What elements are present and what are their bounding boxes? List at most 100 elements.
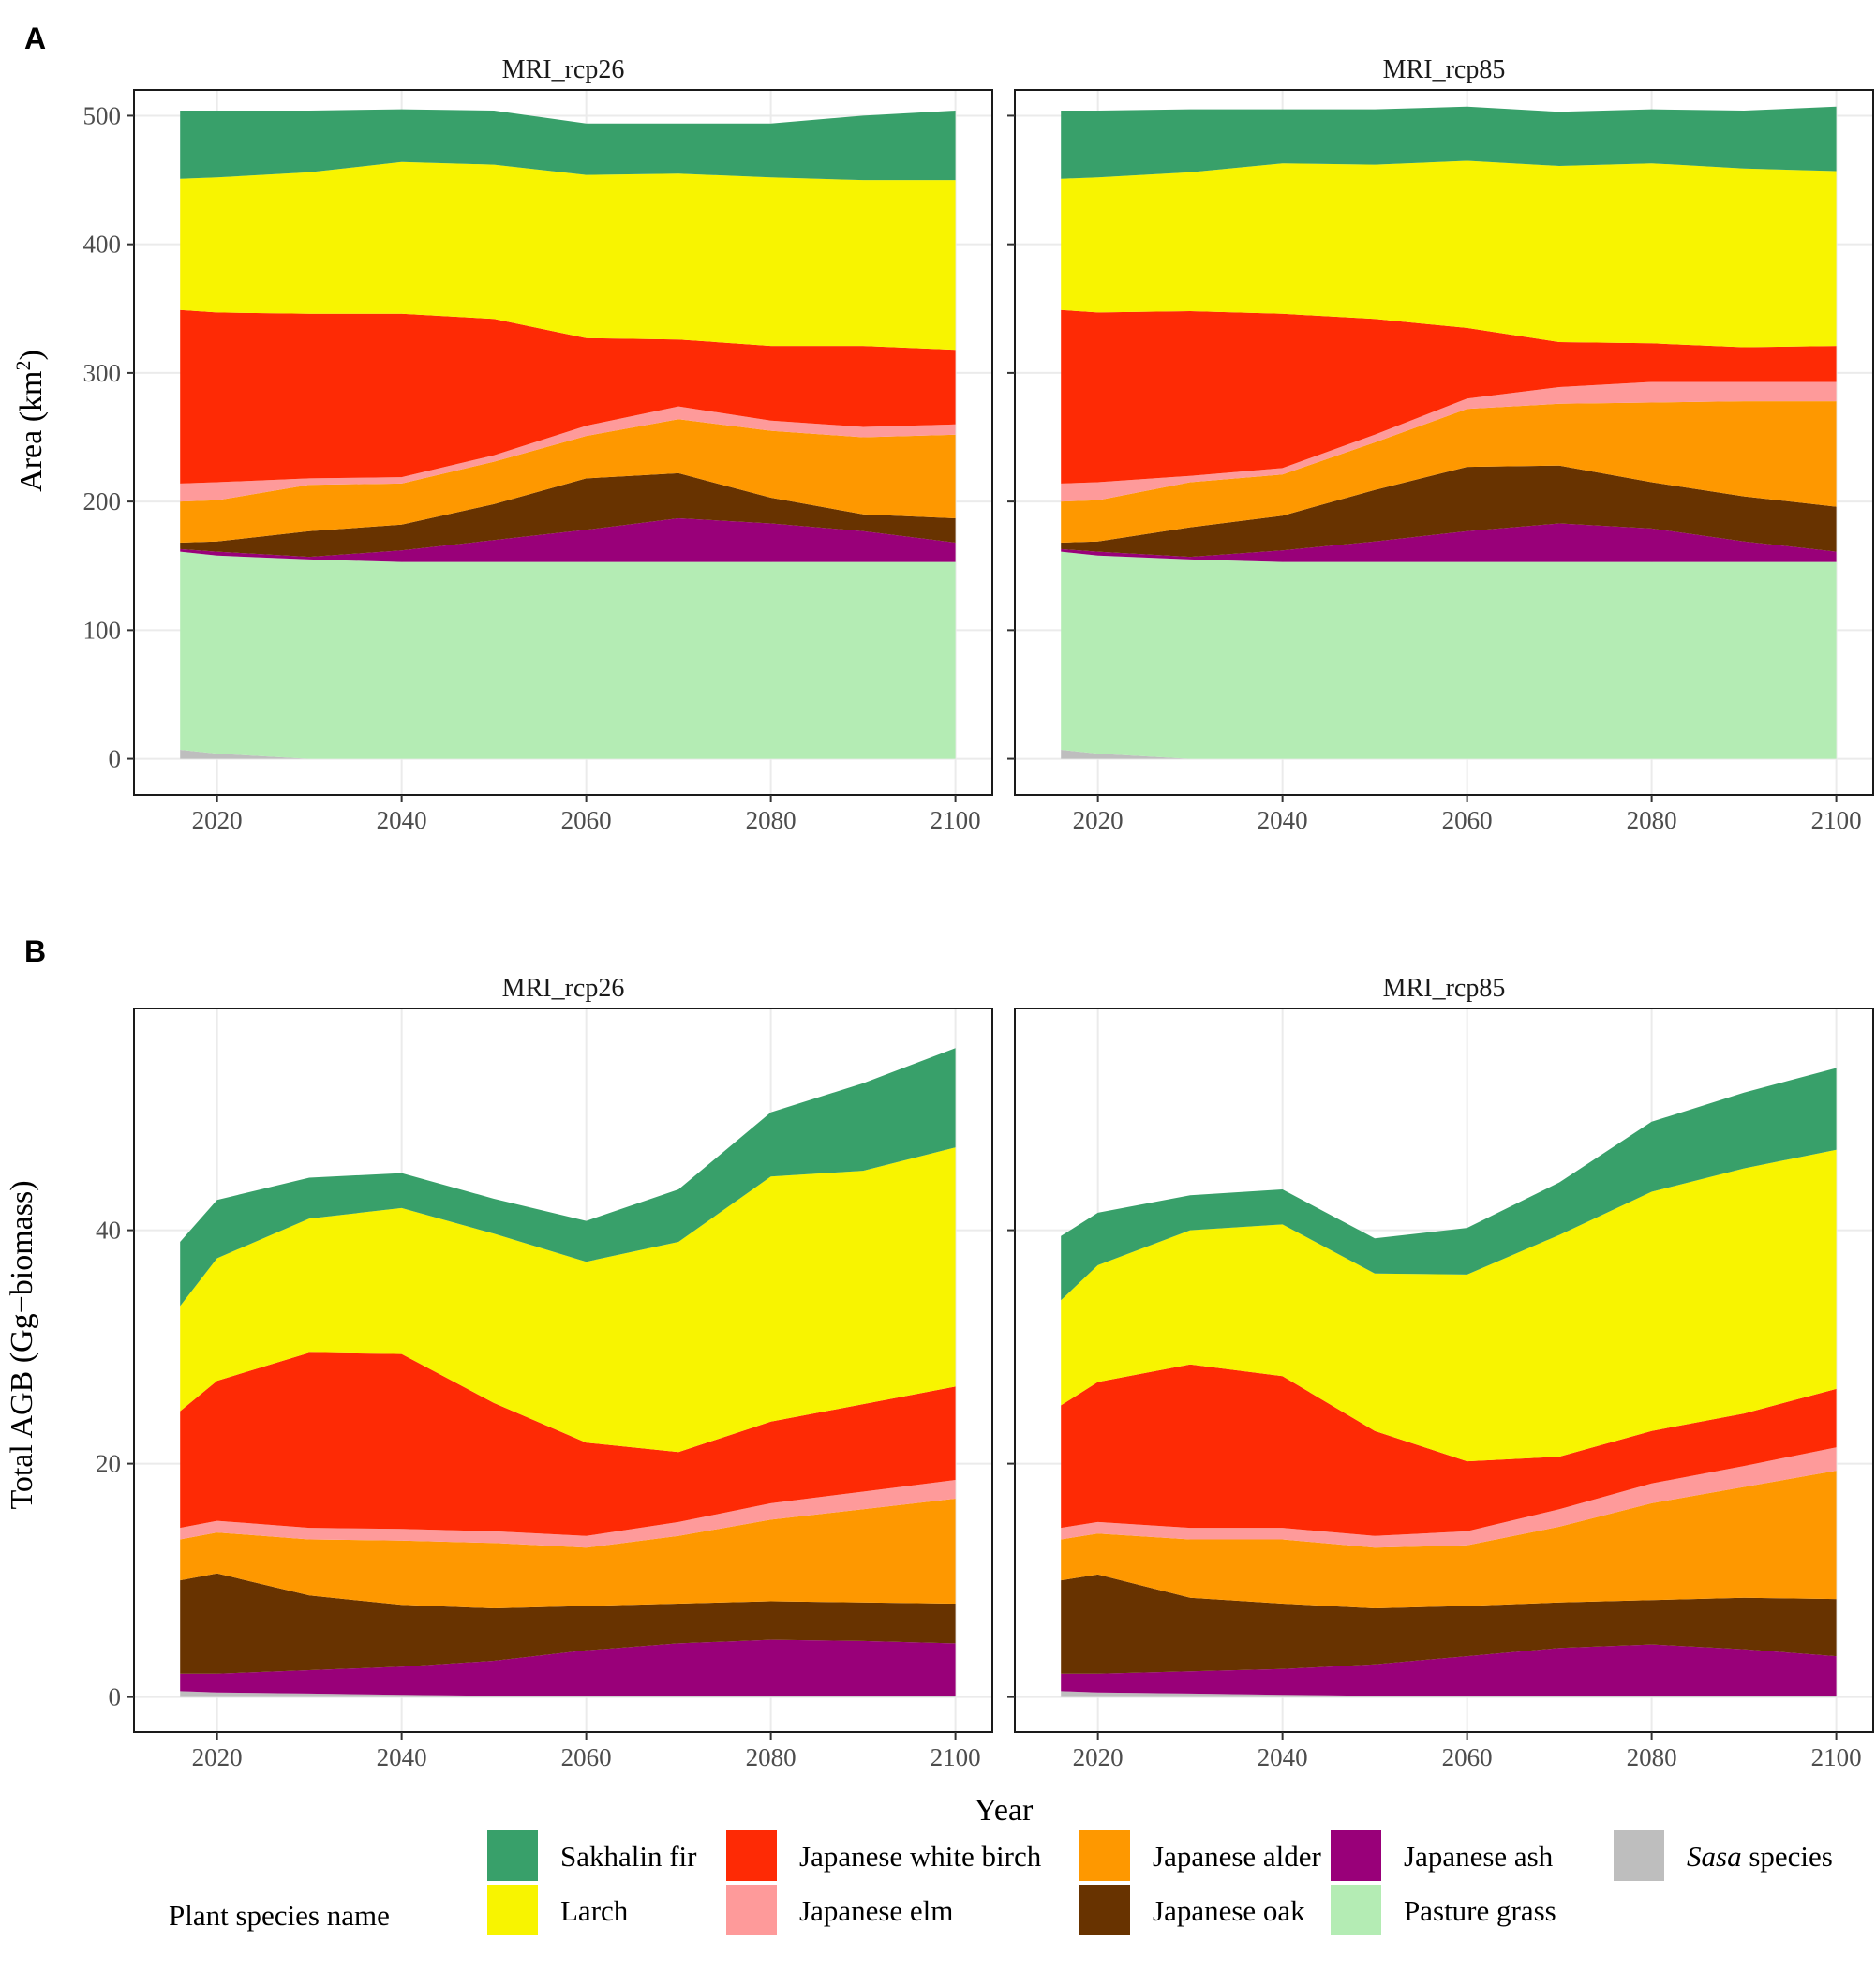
strip-label-mri_rcp85: MRI_rcp85 xyxy=(1383,974,1506,1003)
y-tick-label: 100 xyxy=(83,616,122,644)
panel-border xyxy=(1014,1008,1874,1733)
x-tick-label: 2040 xyxy=(1258,1743,1308,1771)
area-pasture-grass xyxy=(1061,551,1837,759)
strip-label-mri_rcp26: MRI_rcp26 xyxy=(502,974,625,1003)
area-japanese-oak xyxy=(1061,465,1837,558)
area-sasa-species xyxy=(180,750,956,759)
legend-label-sakhalin-fir: Sakhalin fir xyxy=(560,1840,697,1873)
x-tick-label: 2020 xyxy=(192,806,243,834)
area-japanese-ash xyxy=(180,1639,956,1696)
x-tick-label: 2080 xyxy=(746,806,797,834)
legend: Plant species name Sakhalin fir Larch Japa… xyxy=(169,1830,1833,1935)
area-sasa-species xyxy=(1061,1691,1837,1697)
area-japanese-elm xyxy=(1061,381,1837,502)
x-tick-label: 2040 xyxy=(1258,806,1308,834)
x-tick-label: 2100 xyxy=(1811,806,1862,834)
panel-border xyxy=(133,89,993,796)
area-japanese-ash xyxy=(180,518,956,562)
y-axis-title-area-main: Area (km xyxy=(14,371,49,492)
area-japanese-alder xyxy=(180,419,956,543)
x-tick-label: 2020 xyxy=(1073,806,1124,834)
area-sakhalin-fir xyxy=(1061,1068,1837,1301)
legend-label-japanese-ash: Japanese ash xyxy=(1404,1840,1554,1873)
y-tick-label: 40 xyxy=(96,1217,121,1245)
area-japanese-ash xyxy=(1061,1644,1837,1696)
y-axis-title-area: Area (km2) xyxy=(11,350,49,492)
area-larch xyxy=(1061,160,1837,348)
area-japanese-oak xyxy=(180,472,956,558)
area-sakhalin-fir xyxy=(180,1048,956,1307)
legend-label-larch: Larch xyxy=(560,1894,629,1927)
area-japanese-elm xyxy=(180,406,956,502)
panel-border xyxy=(133,1008,993,1733)
x-tick-label: 2100 xyxy=(1811,1743,1862,1771)
x-tick-label: 2080 xyxy=(1627,1743,1677,1771)
legend-swatch-larch xyxy=(487,1885,538,1935)
legend-label-italic: Sasa xyxy=(1687,1840,1749,1873)
panel-a-letter: A xyxy=(24,22,46,55)
x-tick-label: 2060 xyxy=(561,806,612,834)
y-tick-label: 0 xyxy=(109,1683,122,1711)
legend-label-pasture-grass: Pasture grass xyxy=(1404,1894,1556,1927)
legend-label-rest: species xyxy=(1749,1840,1833,1873)
legend-label-japanese-alder: Japanese alder xyxy=(1153,1840,1322,1873)
x-tick-label: 2100 xyxy=(931,1743,981,1771)
panel-a-mri_rcp26: MRI_rcp26 2020 2040 2060 2080 2100 0 100 200 300 4… xyxy=(83,55,993,834)
y-tick-label: 0 xyxy=(109,745,122,773)
y-tick-label: 20 xyxy=(96,1450,121,1478)
y-axis-title-area-end: ) xyxy=(14,350,49,360)
y-tick-label: 200 xyxy=(83,487,122,515)
area-larch xyxy=(1061,1149,1837,1462)
strip-label-mri_rcp85: MRI_rcp85 xyxy=(1383,55,1506,84)
area-japanese-alder xyxy=(1061,1471,1837,1608)
area-sasa-species xyxy=(1061,750,1837,759)
y-axis-title-agb: Total AGB (Gg−biomass) xyxy=(5,1180,39,1509)
area-japanese-elm xyxy=(180,1480,956,1548)
legend-swatch-japanese-alder xyxy=(1079,1830,1130,1881)
area-larch xyxy=(180,1147,956,1453)
area-japanese-white-birch xyxy=(1061,309,1837,484)
x-tick-label: 2060 xyxy=(561,1743,612,1771)
area-japanese-white-birch xyxy=(180,309,956,484)
y-axis-title-area-sup: 2 xyxy=(11,361,35,371)
legend-swatch-japanese-elm xyxy=(726,1885,777,1935)
legend-label-japanese-white-birch: Japanese white birch xyxy=(799,1840,1042,1873)
legend-swatch-japanese-white-birch xyxy=(726,1830,777,1881)
y-tick-label: 400 xyxy=(83,231,122,259)
x-tick-label: 2020 xyxy=(192,1743,243,1771)
x-tick-label: 2040 xyxy=(377,1743,427,1771)
area-sakhalin-fir xyxy=(180,109,956,181)
y-tick-label: 500 xyxy=(83,101,122,129)
x-tick-label: 2060 xyxy=(1442,1743,1493,1771)
legend-label-japanese-elm: Japanese elm xyxy=(799,1894,953,1927)
area-japanese-white-birch xyxy=(180,1352,956,1536)
panel-a-mri_rcp85: MRI_rcp85 2020 2040 2060 2080 2100 xyxy=(1007,55,1874,834)
area-japanese-oak xyxy=(1061,1574,1837,1674)
area-larch xyxy=(180,161,956,351)
x-tick-label: 2060 xyxy=(1442,806,1493,834)
x-tick-label: 2080 xyxy=(746,1743,797,1771)
area-sasa-species xyxy=(180,1691,956,1697)
area-pasture-grass xyxy=(180,551,956,759)
legend-title: Plant species name xyxy=(169,1899,390,1932)
panel-border xyxy=(1014,89,1874,796)
legend-label-japanese-oak: Japanese oak xyxy=(1153,1894,1305,1927)
legend-swatch-japanese-oak xyxy=(1079,1885,1130,1935)
x-tick-label: 2080 xyxy=(1627,806,1677,834)
area-sakhalin-fir xyxy=(1061,106,1837,179)
area-japanese-elm xyxy=(1061,1447,1837,1548)
panel-b-letter: B xyxy=(24,934,46,968)
area-japanese-oak xyxy=(180,1573,956,1674)
area-japanese-alder xyxy=(1061,401,1837,543)
legend-swatch-sasa-species xyxy=(1614,1830,1664,1881)
area-japanese-white-birch xyxy=(1061,1364,1837,1536)
legend-swatch-pasture-grass xyxy=(1331,1885,1381,1935)
legend-label-sasa-species: Sasa species xyxy=(1687,1840,1833,1873)
x-axis-title: Year xyxy=(975,1793,1034,1828)
strip-label-mri_rcp26: MRI_rcp26 xyxy=(502,55,625,84)
area-japanese-alder xyxy=(180,1499,956,1608)
panel-b-mri_rcp85: MRI_rcp85 2020 2040 2060 2080 2100 xyxy=(1007,974,1874,1771)
legend-swatch-japanese-ash xyxy=(1331,1830,1381,1881)
area-japanese-ash xyxy=(1061,523,1837,562)
